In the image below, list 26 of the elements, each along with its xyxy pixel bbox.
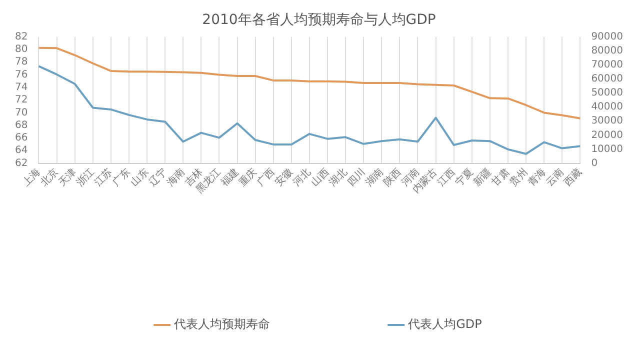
y2-tick-label: 40000 — [591, 102, 623, 113]
y-tick-label: 62 — [14, 158, 28, 169]
y-tick-label: 78 — [14, 56, 28, 68]
y-tick-label: 82 — [14, 31, 28, 42]
y-tick-label: 64 — [14, 145, 28, 156]
y2-tick-label: 50000 — [591, 88, 623, 99]
y-tick-label: 66 — [14, 132, 28, 144]
y-tick-label: 70 — [14, 107, 28, 118]
y2-tick-label: 60000 — [591, 74, 623, 85]
y2-tick-label: 10000 — [591, 144, 623, 155]
legend-label: 代表人均预期寿命 — [173, 317, 270, 332]
y2-tick-label: 0 — [591, 158, 598, 169]
chart-title: 2010年各省人均预期寿命与人均GDP — [202, 12, 436, 28]
y2-tick-label: 80000 — [591, 45, 623, 56]
y2-tick-label: 20000 — [591, 130, 623, 141]
legend-label: 代表人均GDP — [407, 317, 482, 332]
y-tick-label: 80 — [14, 44, 28, 56]
y-tick-label: 74 — [14, 82, 28, 93]
y2-tick-label: 90000 — [591, 31, 623, 42]
y-tick-label: 72 — [14, 94, 28, 106]
x-tick-label: 西藏 — [562, 166, 584, 189]
y-tick-label: 76 — [14, 69, 28, 80]
y2-tick-label: 30000 — [591, 116, 623, 127]
y2-tick-label: 70000 — [591, 60, 623, 71]
y-tick-label: 68 — [14, 120, 28, 131]
x-tick-label: 广东 — [110, 166, 133, 189]
